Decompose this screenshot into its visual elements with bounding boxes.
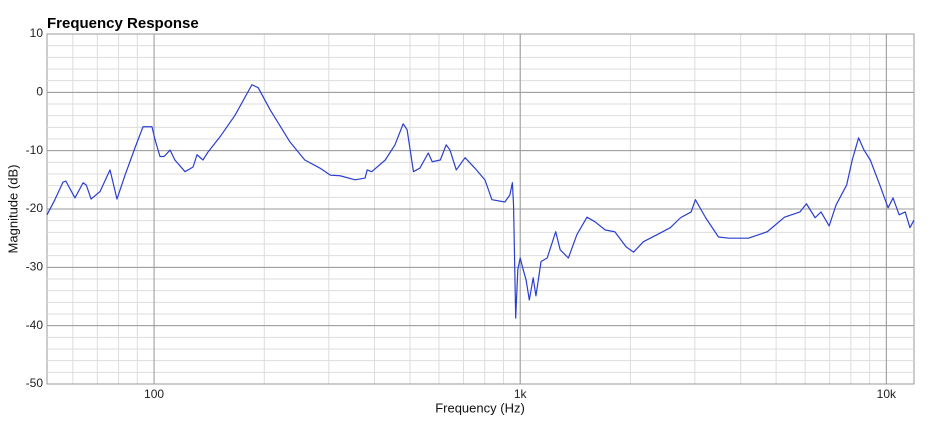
x-axis-title: Frequency (Hz)	[435, 400, 525, 415]
y-tick-label: -30	[26, 260, 44, 274]
y-tick-label: 0	[36, 85, 43, 99]
x-tick-label: 100	[144, 387, 164, 401]
x-tick-label: 1k	[514, 387, 528, 401]
x-tick-label: 10k	[877, 387, 897, 401]
y-tick-label: -50	[26, 376, 44, 390]
grid	[47, 33, 914, 385]
response-line	[46, 84, 915, 319]
y-tick-label: -20	[26, 201, 44, 215]
y-tick-label: -40	[26, 318, 44, 332]
y-tick-label: -10	[26, 143, 44, 157]
y-tick-label: 10	[30, 26, 44, 40]
chart-title: Frequency Response	[47, 15, 199, 32]
y-axis-title: Magnitude (dB)	[5, 165, 20, 254]
